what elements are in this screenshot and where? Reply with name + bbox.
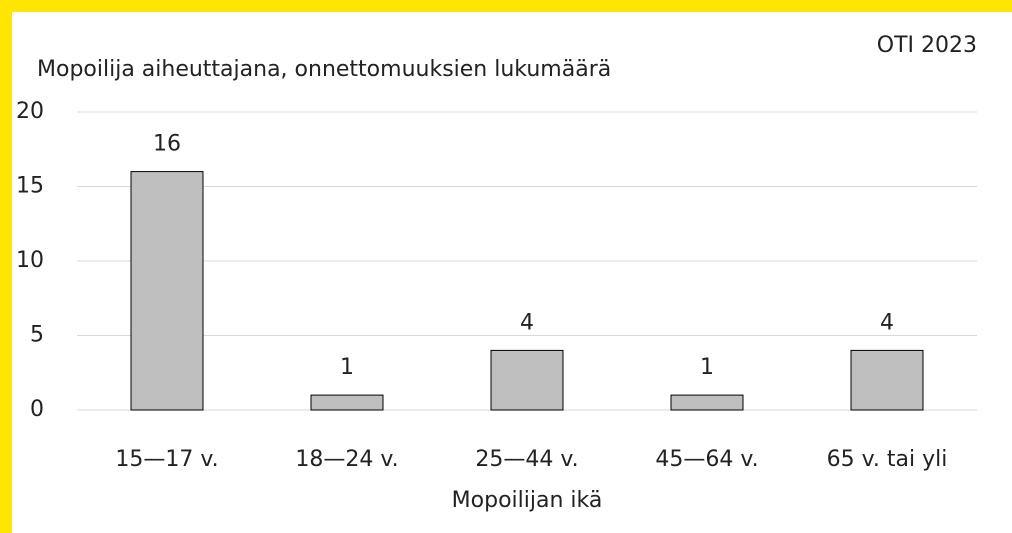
y-tick-label: 10	[16, 248, 44, 273]
data-label: 16	[153, 132, 181, 157]
y-tick-label: 15	[16, 174, 44, 199]
bar	[130, 171, 204, 411]
y-tick-label: 0	[30, 397, 44, 422]
bar	[850, 349, 924, 411]
bar	[490, 349, 564, 411]
data-label: 1	[700, 355, 714, 380]
data-label: 1	[340, 355, 354, 380]
x-tick-label: 15—17 v.	[115, 447, 218, 472]
data-label: 4	[520, 310, 534, 335]
bar	[310, 394, 384, 411]
y-tick-label: 5	[30, 323, 44, 348]
chart-title: Mopoilija aiheuttajana, onnettomuuksien …	[37, 57, 611, 82]
x-axis-label: Mopoilijan ikä	[452, 488, 603, 513]
bar	[670, 394, 744, 411]
data-label: 4	[880, 310, 894, 335]
x-tick-label: 25—44 v.	[475, 447, 578, 472]
source-label: OTI 2023	[877, 33, 977, 58]
x-tick-label: 18—24 v.	[295, 447, 398, 472]
x-tick-label: 65 v. tai yli	[827, 447, 948, 472]
x-tick-label: 45—64 v.	[655, 447, 758, 472]
y-tick-label: 20	[16, 99, 44, 124]
